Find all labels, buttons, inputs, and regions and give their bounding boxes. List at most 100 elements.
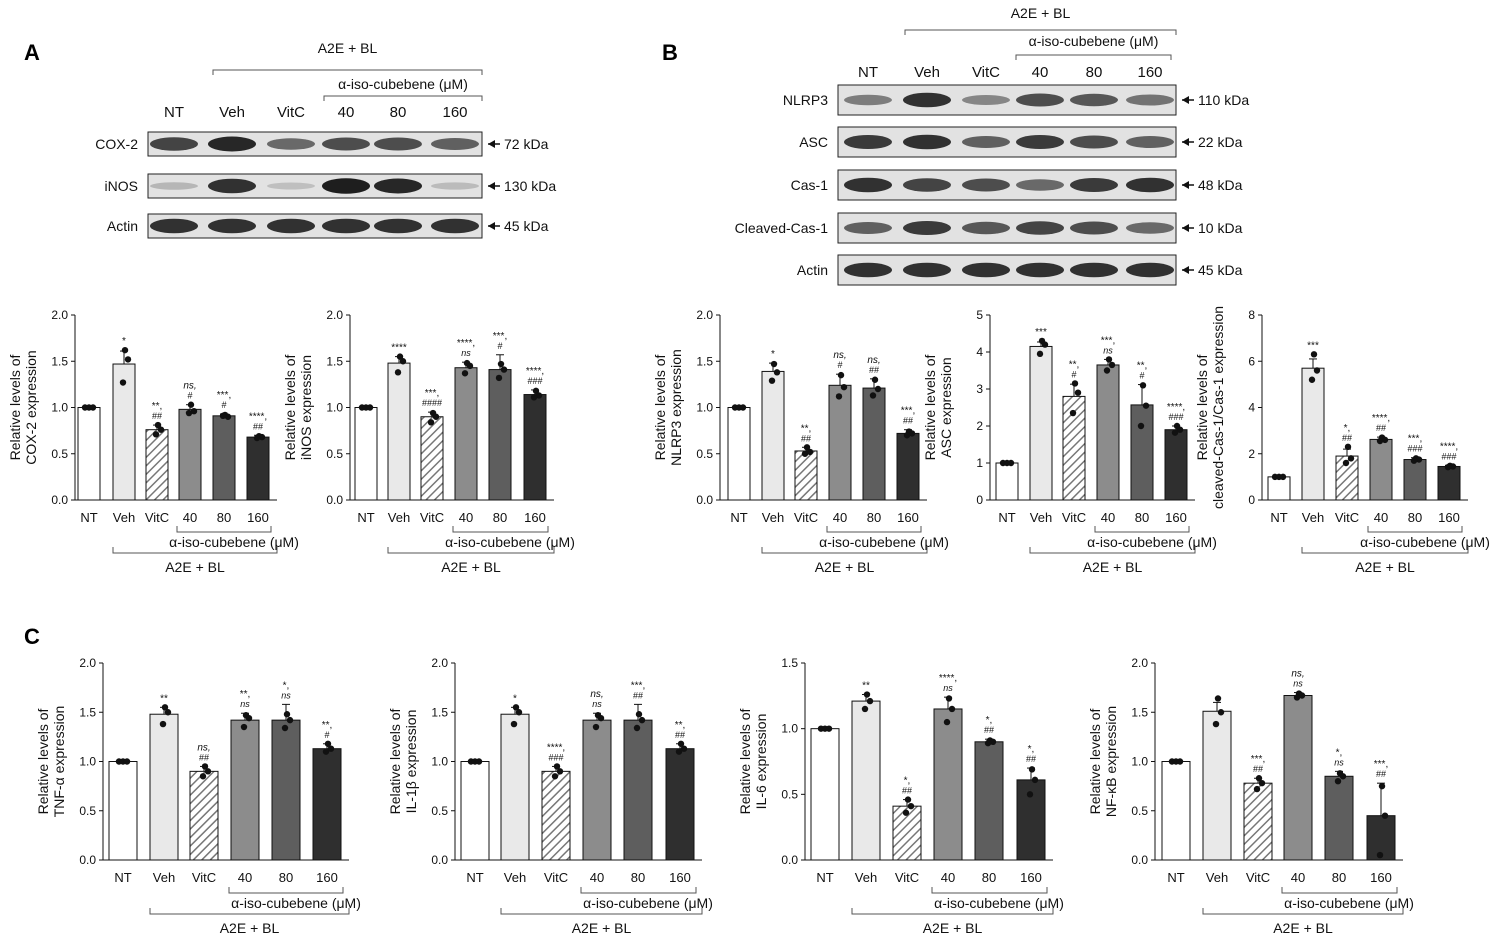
blot-band [903,221,951,235]
blot-band [1016,262,1064,278]
compound-bracket [1367,526,1463,533]
blot-arrow-icon [488,140,495,148]
y-axis-label: Relative levels of [282,354,298,460]
panel-label-c: C [24,624,40,649]
chart-5: 0 2 4 6 8 Relative levels of cleaved-Cas-1/Cas… [1194,306,1490,575]
x-tick-label: NT [466,870,483,885]
data-point [1071,380,1079,387]
y-tick-label: 0.0 [1131,853,1148,867]
x-tick-label: 80 [1408,510,1422,525]
bar-veh [1202,710,1232,861]
blot-protein-label: iNOS [105,178,138,194]
data-point [633,724,641,732]
blot-arrow-icon [488,182,495,190]
significance-star: **, [152,401,163,412]
significance-hash: # [837,360,842,370]
blot-row-inos: iNOS 130 kDa [105,173,556,199]
data-point [837,371,845,379]
y-tick-label: 2.0 [51,308,68,322]
significance-star: ***, [1101,335,1115,346]
data-point [322,748,330,755]
data-point [283,711,291,718]
y-tick-label: 4 [1248,401,1255,415]
compound-label: α-iso-cubebene (μM) [934,895,1064,911]
data-point [1176,426,1184,433]
significance-hash: ## [253,421,263,431]
data-point [1031,776,1039,784]
significance-star: ns, [1291,669,1304,680]
data-point [871,376,879,383]
data-point [943,718,951,726]
data-point [157,426,165,433]
data-point [553,763,561,770]
y-tick-label: 0.5 [1131,804,1148,818]
blot-treatment-bracket [212,69,483,75]
x-tick-label: 160 [669,870,691,885]
blot-band [150,137,198,151]
bar-nt [1161,761,1191,861]
y-tick-label: 0.0 [51,493,68,507]
panel-label-a: A [24,40,40,65]
data-point [530,394,538,401]
significance-star: ** [160,693,168,704]
bar-veh [851,700,881,861]
bar-160 [246,436,270,501]
compound-bracket [1281,887,1398,894]
data-point [1334,778,1342,785]
significance-star: ****, [249,411,267,422]
bar-nt [810,728,840,861]
treatment-bracket [387,547,555,554]
data-point [1339,773,1347,780]
x-tick-label: 40 [1291,870,1305,885]
y-tick-label: 8 [1248,308,1255,322]
y-tick-label: 1.5 [781,656,798,670]
y-tick-label: 0.5 [781,787,798,801]
compound-label: α-iso-cubebene (μM) [1087,534,1217,550]
x-tick-label: 40 [1374,510,1388,525]
bar-nt [108,761,138,861]
significance-hash: ns [281,690,291,700]
data-point [224,413,232,420]
significance-hash: ## [1253,764,1263,774]
data-point [396,353,404,360]
data-point [159,720,167,728]
significance-star: **, [801,423,812,434]
treatment-bracket [1301,547,1469,554]
data-point [124,356,132,363]
significance-star: **, [322,720,333,731]
data-point [840,383,848,391]
blot-arrow-icon [1182,138,1189,146]
blot-row-nlrp3: NLRP3 110 kDa [783,84,1249,116]
treatment-bracket [149,908,350,915]
blot-arrow-icon [1182,224,1189,232]
data-point [495,374,503,382]
blot-band [267,218,315,234]
bar-40 [230,719,260,861]
x-tick-label: VitC [145,510,169,525]
significance-star: ****, [526,366,544,377]
significance-hash: ## [902,786,912,796]
data-point [1217,709,1225,716]
blot-lane-label: VitC [972,64,1000,81]
x-tick-label: 160 [1020,870,1042,885]
x-tick-label: Veh [388,510,410,525]
blot-band [322,137,370,151]
significance-hash: ### [1441,451,1456,461]
data-point [638,716,646,724]
data-point [948,705,956,713]
data-point [989,738,997,745]
compound-bracket [452,526,549,533]
y-axis-label: Relative levels of [1087,708,1103,814]
x-tick-label: NT [998,510,1015,525]
bar-vitc [541,770,571,861]
x-tick-label: 40 [459,510,473,525]
significance-star: ****, [1167,402,1185,413]
blot-protein-label: Cleaved-Cas-1 [735,220,829,236]
significance-star: **, [1137,361,1148,372]
blot-row-asc: ASC 22 kDa [799,126,1243,158]
significance-hash: ## [984,725,994,735]
significance-hash: ## [1342,433,1352,443]
blot-band [208,218,256,234]
data-point [903,432,911,439]
